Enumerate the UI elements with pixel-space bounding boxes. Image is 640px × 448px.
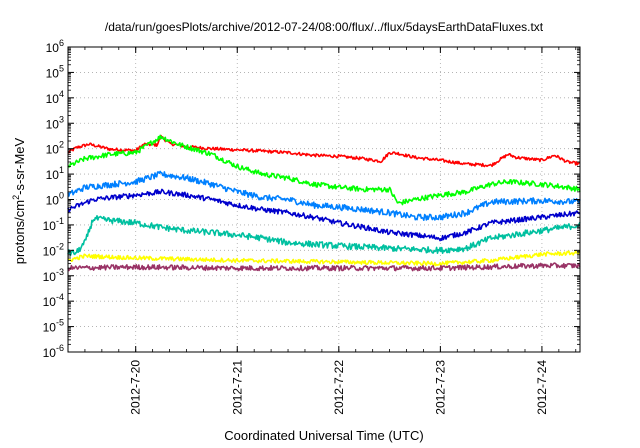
y-tick-base: 10 <box>43 270 57 284</box>
series-layer <box>67 134 581 272</box>
y-tick-base: 10 <box>46 117 60 131</box>
x-tick-label: 2012-7-22 <box>332 360 346 415</box>
y-tick-exponent: 2 <box>59 140 64 150</box>
y-tick-exponent: 0 <box>59 191 64 201</box>
y-tick-base: 10 <box>43 244 57 258</box>
y-tick-base: 10 <box>43 295 57 309</box>
y-tick-label: 10-2 <box>43 241 64 258</box>
x-tick-label: 2012-7-23 <box>433 360 447 415</box>
x-axis-label: Coordinated Universal Time (UTC) <box>224 428 423 443</box>
series-line <box>67 134 581 206</box>
y-tick-exponent: -3 <box>56 267 64 277</box>
y-tick-label: 102 <box>46 140 64 157</box>
y-tick-exponent: -2 <box>56 241 64 251</box>
y-tick-exponent: -5 <box>56 318 64 328</box>
grid-lines <box>68 47 580 352</box>
series-line <box>67 250 581 267</box>
y-tick-exponent: 5 <box>59 63 64 73</box>
y-tick-label: 10-4 <box>43 292 64 309</box>
y-tick-label: 103 <box>46 114 64 131</box>
y-tick-label: 106 <box>46 38 64 55</box>
y-tick-label: 101 <box>46 165 64 182</box>
y-tick-label: 10-5 <box>43 318 64 335</box>
y-tick-label: 10-1 <box>43 216 64 233</box>
y-tick-label: 10-3 <box>43 267 64 284</box>
y-axis-label-sup: 2 <box>11 195 21 200</box>
y-tick-base: 10 <box>46 92 60 106</box>
y-tick-exponent: -6 <box>56 343 64 353</box>
series-line <box>67 188 581 242</box>
y-tick-exponent: 4 <box>59 89 64 99</box>
y-axis-label-rest: -s-sr-MeV <box>12 137 27 194</box>
y-tick-base: 10 <box>46 143 60 157</box>
y-tick-exponent: 3 <box>59 114 64 124</box>
y-tick-label: 104 <box>46 89 64 106</box>
chart-title: /data/run/goesPlots/archive/2012-07-24/0… <box>105 20 544 34</box>
axis-ticks <box>67 46 580 353</box>
y-tick-exponent: 1 <box>59 165 64 175</box>
x-tick-labels: 2012-7-20 2012-7-21 2012-7-22 2012-7-23 2012… <box>129 360 549 415</box>
y-tick-exponent: -1 <box>56 216 64 226</box>
y-axis-label-base: protons/cm <box>12 200 27 264</box>
y-tick-exponent: 6 <box>59 38 64 48</box>
x-tick-label: 2012-7-24 <box>535 360 549 415</box>
y-tick-base: 10 <box>46 66 60 80</box>
series-line <box>67 170 581 221</box>
y-tick-base: 10 <box>46 41 60 55</box>
y-tick-label: 105 <box>46 63 64 80</box>
y-tick-base: 10 <box>46 194 60 208</box>
y-tick-base: 10 <box>43 346 57 360</box>
y-tick-base: 10 <box>43 321 57 335</box>
y-tick-label: 100 <box>46 191 64 208</box>
y-tick-label: 10-6 <box>43 343 64 360</box>
y-tick-exponent: -4 <box>56 292 64 302</box>
series-line <box>67 215 581 256</box>
y-tick-base: 10 <box>46 168 60 182</box>
y-tick-base: 10 <box>43 219 57 233</box>
y-tick-labels: 10-610-510-410-310-210-11001011021031041… <box>43 38 64 360</box>
y-axis-label: protons/cm2-s-sr-MeV <box>11 137 27 264</box>
x-tick-label: 2012-7-21 <box>230 360 244 415</box>
x-tick-label: 2012-7-20 <box>129 360 143 415</box>
series-line <box>67 262 581 272</box>
